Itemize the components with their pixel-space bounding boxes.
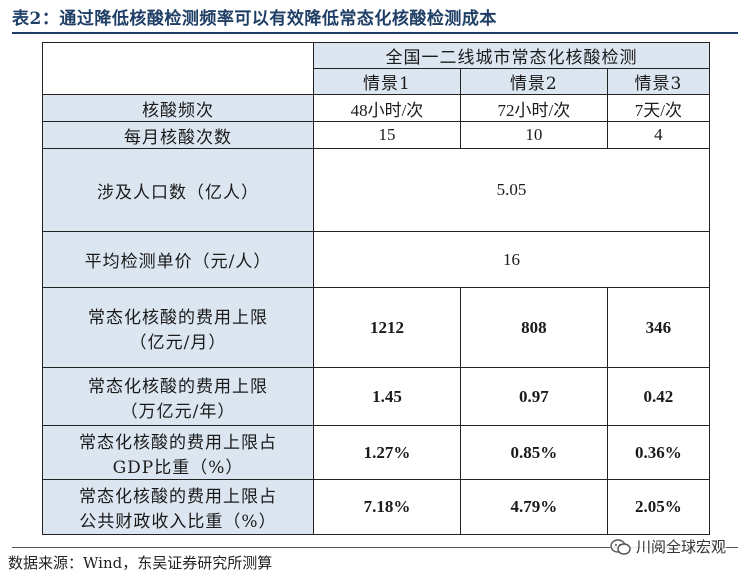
- table-row: 常态化核酸的费用上限 （万亿元/年） 1.45 0.97 0.42: [42, 367, 711, 426]
- table-cell: 1.27%: [313, 425, 461, 480]
- row-label-line: 常态化核酸的费用上限: [88, 376, 268, 397]
- table-cell: 0.42: [606, 367, 711, 426]
- table-row: 常态化核酸的费用上限 （亿元/月） 1212 808 346: [42, 287, 711, 368]
- table-cell: 7.18%: [313, 479, 461, 535]
- row-label: 涉及人口数（亿人）: [42, 148, 314, 232]
- table-cell: 1212: [313, 287, 461, 368]
- table-cell: 15: [313, 121, 461, 149]
- table-cell: 346: [606, 287, 711, 368]
- watermark-text: 川阅全球宏观: [636, 538, 727, 556]
- row-label-line: GDP比重（%）: [112, 457, 244, 478]
- row-label: 平均检测单价（元/人）: [42, 231, 314, 288]
- table-cell: 0.85%: [459, 425, 608, 480]
- table-row: 常态化核酸的费用上限占 GDP比重（%） 1.27% 0.85% 0.36%: [42, 425, 711, 480]
- table-cell: 10: [459, 121, 608, 149]
- table-cell: 808: [459, 287, 608, 368]
- row-label-line: 常态化核酸的费用上限占: [79, 487, 277, 507]
- corner-cell: [42, 42, 314, 95]
- row-label: 常态化核酸的费用上限 （万亿元/年）: [42, 367, 314, 426]
- table-row: 常态化核酸的费用上限占 公共财政收入比重（%） 7.18% 4.79% 2.05…: [42, 479, 711, 535]
- group-header: 全国一二线城市常态化核酸检测: [313, 42, 710, 69]
- data-table: 全国一二线城市常态化核酸检测 情景1 情景2 情景3 核酸频次 48小时/次 7…: [42, 42, 711, 535]
- row-label: 常态化核酸的费用上限占 公共财政收入比重（%）: [42, 479, 314, 535]
- watermark: 川阅全球宏观: [610, 536, 727, 557]
- scenario-header: 情景1: [313, 68, 461, 95]
- merged-cell: 5.05: [313, 148, 710, 232]
- table-cell: 72小时/次: [459, 94, 608, 122]
- row-label: 常态化核酸的费用上限占 GDP比重（%）: [42, 425, 314, 480]
- table-cell: 2.05%: [606, 479, 711, 535]
- table-row: 每月核酸次数 15 10 4: [42, 121, 711, 149]
- row-label-line: 常态化核酸的费用上限: [88, 307, 268, 328]
- table-cell: 0.97: [459, 367, 608, 426]
- merged-cell: 16: [313, 231, 710, 288]
- row-label: 核酸频次: [42, 94, 314, 122]
- table-header-row: 全国一二线城市常态化核酸检测: [42, 42, 710, 95]
- row-label-line: 公共财政收入比重（%）: [79, 512, 277, 532]
- table-cell: 4.79%: [459, 479, 608, 535]
- row-label: 每月核酸次数: [42, 121, 314, 149]
- row-label: 常态化核酸的费用上限 （亿元/月）: [42, 287, 314, 368]
- row-label-line: （万亿元/年）: [120, 401, 236, 422]
- row-label-line: （亿元/月）: [129, 332, 227, 353]
- scenario-header-row: 情景1 情景2 情景3: [43, 68, 711, 95]
- source-note: 数据来源：Wind，东吴证券研究所测算: [8, 554, 273, 572]
- table-row: 核酸频次 48小时/次 72小时/次 7天/次: [42, 94, 711, 122]
- table-cell: 4: [606, 121, 711, 149]
- title-divider: [12, 32, 738, 34]
- table-row: 平均检测单价（元/人） 16: [42, 231, 710, 288]
- table-cell: 7天/次: [606, 94, 711, 122]
- table-title: 表2：通过降低核酸检测频率可以有效降低常态化核酸检测成本: [12, 9, 497, 29]
- row-label-line: 常态化核酸的费用上限占: [79, 432, 277, 453]
- table-cell: 1.45: [313, 367, 461, 426]
- wechat-icon: [610, 538, 631, 555]
- table-row: 涉及人口数（亿人） 5.05: [42, 148, 710, 232]
- scenario-header: 情景3: [606, 68, 711, 95]
- table-cell: 0.36%: [606, 425, 711, 480]
- footer-divider: [12, 547, 738, 548]
- table-cell: 48小时/次: [313, 94, 461, 122]
- scenario-header: 情景2: [459, 68, 608, 95]
